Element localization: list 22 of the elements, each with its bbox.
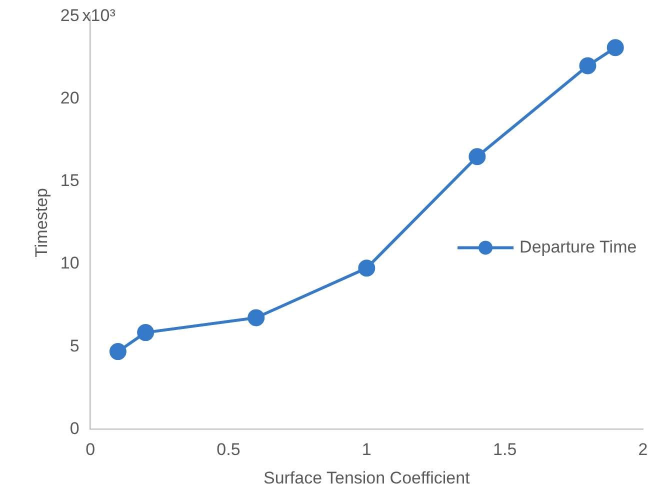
x-tick-label: 2 [638, 440, 648, 460]
point [358, 260, 376, 277]
x-tick-label: 1 [362, 440, 372, 460]
point [579, 57, 596, 74]
y-tick-label: 0 [70, 418, 80, 438]
x-tick-label: 0.5 [216, 440, 240, 460]
point [137, 324, 154, 342]
point [606, 39, 624, 56]
y-tick-label: 5 [70, 336, 80, 356]
y-axis-title: Timestep [32, 188, 51, 258]
legend-label: Departure Time [520, 237, 637, 256]
y-tick-label: 25 [60, 6, 80, 25]
annotation: x10³ [82, 6, 116, 25]
point [468, 148, 486, 166]
y-tick-label: 15 [60, 171, 80, 190]
x-tick-label: 1.5 [493, 440, 517, 460]
point [109, 343, 126, 360]
y-tick-label: 20 [60, 88, 80, 108]
x-tick-label: 0 [86, 440, 96, 460]
x-axis-title: Surface Tension Coefficient [263, 468, 470, 488]
point [248, 309, 265, 326]
y-tick-label: 10 [60, 254, 80, 273]
